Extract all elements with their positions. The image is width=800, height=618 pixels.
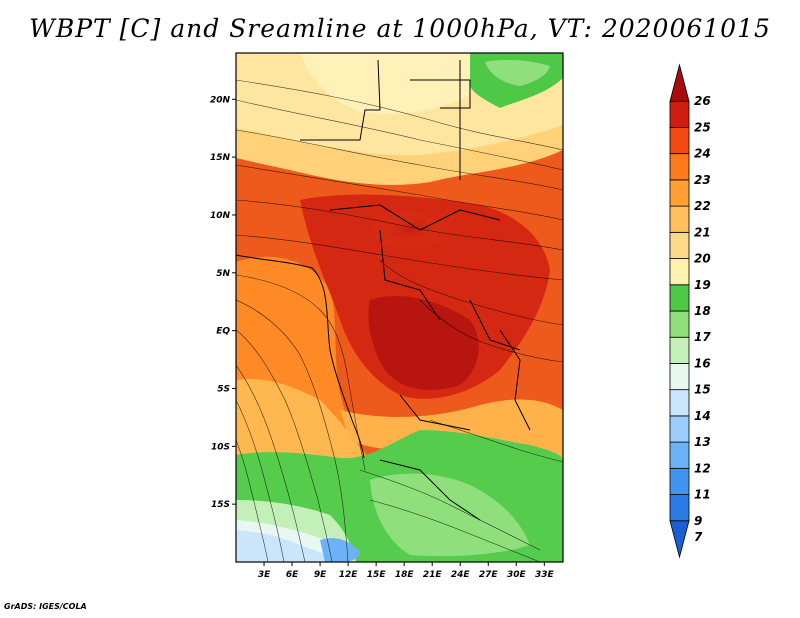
longitude-axis: 3E 6E 9E 12E 15E 18E 21E 24E 27E 30E 33E <box>258 562 555 580</box>
lat-tick-label: 15N <box>210 153 231 163</box>
colorbar-segment <box>669 258 690 286</box>
lat-tick-label: 5S <box>217 384 230 394</box>
colorbar-label: 14 <box>694 409 711 423</box>
colorbar-label: 26 <box>694 94 711 108</box>
colorbar-segment <box>669 520 690 559</box>
colorbar-label: 24 <box>694 147 711 161</box>
lon-tick-label: 21E <box>423 570 443 580</box>
lon-tick-label: 9E <box>314 570 327 580</box>
colorbar-label: 7 <box>694 530 703 544</box>
country-boundaries <box>236 59 531 521</box>
colorbar-segment <box>669 467 690 495</box>
colorbar-label: 9 <box>694 514 702 528</box>
lat-tick-label: 10N <box>210 211 231 221</box>
colorbar-segment <box>669 100 690 128</box>
colorbar-segment <box>669 494 690 522</box>
colorbar-segment <box>669 231 690 259</box>
colorbar-label: 25 <box>694 120 711 134</box>
colorbar-segment <box>669 363 690 391</box>
colorbar-label: 20 <box>694 252 711 266</box>
lon-tick-label: 3E <box>258 570 271 580</box>
colorbar-segment <box>669 179 690 207</box>
lon-tick-label: 18E <box>395 570 415 580</box>
colorbar-label: 13 <box>694 435 711 449</box>
colorbar-segment <box>669 127 690 155</box>
colorbar-segment <box>669 63 690 102</box>
lon-tick-label: 15E <box>367 570 387 580</box>
lon-tick-label: 24E <box>451 570 471 580</box>
wbpt-field <box>236 53 563 562</box>
map-title: WBPT [C] and Sreamline at 1000hPa, VT: 2… <box>29 14 771 43</box>
colorbar-segment <box>669 336 690 364</box>
lon-tick-label: 6E <box>286 570 299 580</box>
lon-tick-label: 27E <box>479 570 499 580</box>
colorbar-segment <box>669 153 690 181</box>
lat-tick-label: 10S <box>211 442 230 452</box>
colorbar-label: 17 <box>694 330 711 344</box>
lon-tick-label: 30E <box>507 570 527 580</box>
colorbar-label: 12 <box>694 461 711 475</box>
colorbar-label: 15 <box>694 383 711 397</box>
map-frame <box>235 52 564 563</box>
lon-tick-label: 12E <box>339 570 359 580</box>
colorbar-segment <box>669 310 690 338</box>
colorbar-label: 18 <box>694 304 711 318</box>
colorbar-label: 16 <box>694 356 711 370</box>
colorbar-segment <box>669 284 690 312</box>
colorbar: 7 9 11 12 13 14 15 16 17 18 19 20 21 22 23 24 25 26 <box>669 63 711 559</box>
colorbar-segment <box>669 441 690 469</box>
lat-tick-label: 15S <box>211 500 230 510</box>
latitude-axis: 20N 15N 10N 5N EQ 5S 10S 15S <box>210 95 236 510</box>
grads-credit: GrADS: IGES/COLA <box>4 602 87 611</box>
lat-tick-label: 5N <box>216 269 230 279</box>
colorbar-label: 23 <box>694 173 711 187</box>
lat-tick-label: 20N <box>210 95 231 105</box>
streamlines <box>236 79 563 562</box>
colorbar-label: 11 <box>694 488 711 502</box>
lat-tick-label: EQ <box>216 327 230 337</box>
colorbar-label: 21 <box>694 225 711 239</box>
colorbar-segment <box>669 205 690 233</box>
colorbar-segment <box>669 415 690 443</box>
colorbar-label: 22 <box>694 199 711 213</box>
colorbar-segment <box>669 389 690 417</box>
colorbar-label: 19 <box>694 278 711 292</box>
lon-tick-label: 33E <box>535 570 555 580</box>
